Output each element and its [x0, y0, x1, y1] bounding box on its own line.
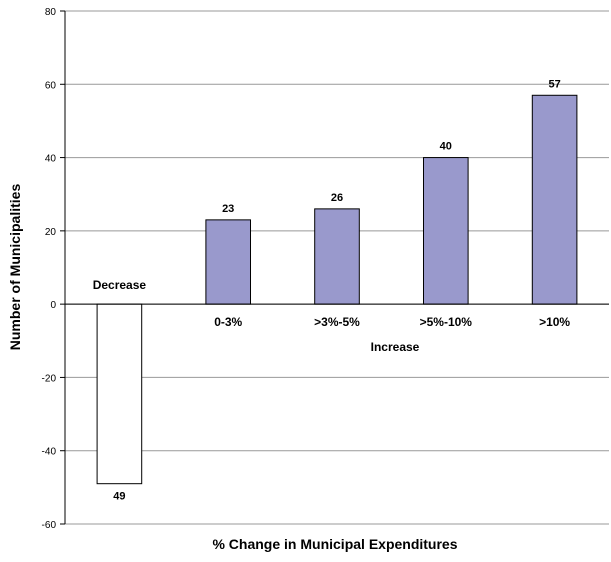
y-tick-label: 0: [50, 300, 56, 311]
x-axis-title: % Change in Municipal Expenditures: [212, 536, 457, 552]
y-tick-label: 20: [45, 227, 57, 238]
bar->5%-10%: [422, 157, 469, 305]
y-tick-labels: 80 60 40 20 0 -20 -40 -60: [42, 7, 57, 531]
y-tick-label: -60: [42, 520, 57, 531]
y-tick-label: -20: [42, 373, 57, 384]
data-label: 57: [548, 78, 560, 90]
y-axis-title: Number of Municipalities: [7, 184, 23, 351]
bar-0-3%: [205, 219, 252, 305]
data-label: 23: [222, 203, 234, 215]
data-label: 49: [113, 491, 125, 503]
y-tick-label: 80: [45, 7, 57, 18]
y-tick-label: 40: [45, 154, 57, 165]
bar->3%-5%: [314, 208, 360, 305]
category-label: >10%: [539, 315, 570, 329]
group-label-increase: Increase: [371, 340, 420, 354]
data-label: 40: [440, 141, 452, 153]
labels: 49 Decrease 23 0-3% 26 >3%-5% 40 >5%-10% 57 >10%: [93, 78, 571, 502]
bar-Decrease: [96, 303, 143, 485]
axes: [60, 10, 609, 525]
data-label: 26: [331, 192, 343, 204]
category-label: 0-3%: [214, 315, 242, 329]
bars: [96, 94, 578, 485]
category-label: >3%-5%: [314, 315, 360, 329]
y-tick-label: -40: [42, 447, 57, 458]
bar->10%: [531, 94, 578, 305]
category-label: >5%-10%: [420, 315, 473, 329]
category-label: Decrease: [93, 278, 147, 292]
y-tick-label: 60: [45, 80, 57, 91]
